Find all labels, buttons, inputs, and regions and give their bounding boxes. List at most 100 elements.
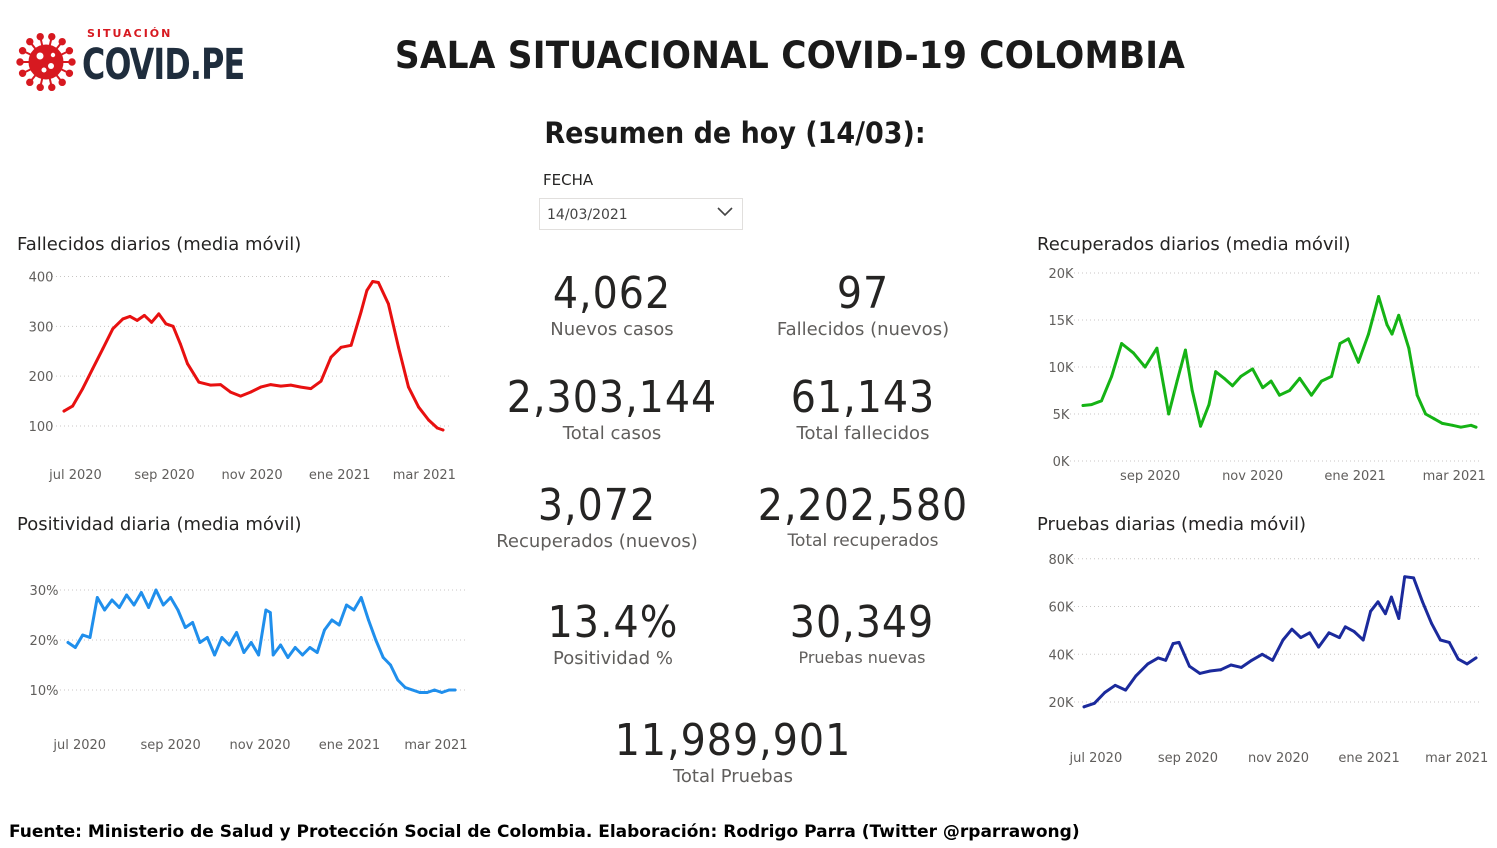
data-point: [1188, 664, 1191, 668]
y-tick-label: 200: [29, 370, 54, 385]
data-point: [81, 387, 85, 391]
data-point: [91, 367, 95, 371]
data-point: [1357, 360, 1360, 364]
data-point: [73, 646, 77, 649]
data-point: [147, 606, 151, 609]
x-tick-label: mar 2021: [1423, 469, 1486, 484]
data-point: [132, 603, 136, 607]
y-tick-label: 60K: [1048, 601, 1074, 616]
x-tick-label: mar 2021: [393, 468, 456, 483]
data-point: [169, 596, 173, 599]
logo-kicker: SITUACIÓN: [87, 27, 173, 40]
data-point: [1251, 367, 1255, 371]
data-point: [1082, 705, 1086, 709]
data-point: [293, 646, 297, 649]
data-point: [209, 383, 212, 387]
data-point: [1415, 393, 1419, 397]
data-point: [1261, 386, 1265, 390]
data-point: [425, 691, 429, 694]
data-point: [1164, 658, 1168, 662]
data-point: [1134, 674, 1138, 678]
data-point: [365, 289, 369, 292]
data-point: [1403, 575, 1407, 579]
kpi-new-deaths: 97 Fallecidos (nuevos): [743, 268, 983, 340]
data-point: [66, 641, 70, 644]
data-point: [1271, 658, 1274, 662]
data-point: [309, 387, 313, 391]
data-point: [198, 641, 202, 644]
chevron-down-icon[interactable]: [716, 205, 734, 219]
data-point: [1167, 412, 1171, 416]
data-point: [440, 691, 444, 694]
data-point: [352, 608, 356, 612]
x-tick-label: mar 2021: [1425, 751, 1488, 766]
data-point: [1184, 348, 1187, 352]
data-point: [299, 385, 303, 389]
data-point: [111, 327, 115, 331]
data-point: [1320, 379, 1323, 383]
data-point: [1175, 379, 1179, 383]
data-point: [164, 322, 168, 326]
data-point: [1100, 399, 1103, 403]
data-point: [1397, 313, 1401, 317]
source-footer: Fuente: Ministerio de Salud y Protección…: [9, 822, 1080, 842]
data-point: [1208, 669, 1212, 673]
logo-brand: COVID.PE: [82, 40, 245, 90]
data-point: [1199, 424, 1202, 428]
data-point: [1288, 389, 1291, 392]
x-tick-label: sep 2020: [1120, 469, 1180, 484]
data-point: [219, 383, 222, 387]
recovered-chart-title: Recuperados diarios (media móvil): [1037, 234, 1351, 255]
x-tick-label: jul 2020: [52, 738, 106, 753]
x-tick-label: ene 2021: [309, 468, 370, 483]
data-point: [1474, 656, 1478, 660]
kpi-value: 97: [836, 268, 890, 319]
data-point: [103, 608, 107, 612]
data-point: [417, 405, 420, 409]
series-line: [1082, 575, 1478, 709]
data-point: [1352, 630, 1356, 634]
data-point: [1308, 631, 1312, 635]
deaths-chart-title: Fallecidos diarios (media móvil): [17, 234, 302, 255]
data-point: [1377, 295, 1380, 298]
data-point: [279, 384, 283, 388]
data-point: [1385, 323, 1389, 327]
data-point: [387, 302, 390, 306]
data-point: [197, 380, 201, 384]
data-point: [1290, 627, 1294, 631]
data-point: [433, 688, 436, 692]
y-tick-label: 300: [29, 320, 54, 335]
data-point: [171, 324, 175, 328]
data-point: [1239, 375, 1243, 378]
kpi-value: 61,143: [790, 372, 936, 423]
data-point: [125, 593, 129, 597]
data-point: [257, 653, 260, 657]
tests-chart-title: Pruebas diarias (media móvil): [1037, 514, 1306, 535]
data-point: [1451, 423, 1454, 427]
data-point: [1338, 342, 1342, 345]
data-point: [142, 313, 146, 317]
positivity-chart-title: Positividad diaria (media móvil): [17, 514, 302, 535]
data-point: [1407, 346, 1411, 350]
data-point: [337, 623, 341, 627]
data-point: [101, 347, 105, 351]
data-point: [1190, 389, 1194, 392]
data-point: [1390, 332, 1394, 336]
data-point: [381, 656, 385, 659]
y-tick-label: 80K: [1048, 553, 1074, 568]
y-tick-label: 20K: [1048, 267, 1074, 282]
data-point: [1229, 663, 1233, 667]
date-filter-dropdown[interactable]: 14/03/2021: [539, 198, 743, 230]
data-point: [1298, 376, 1302, 380]
x-tick-label: nov 2020: [1248, 751, 1309, 766]
kpi-value: 4,062: [552, 268, 672, 319]
x-tick-label: sep 2020: [140, 738, 200, 753]
data-point: [1310, 393, 1313, 397]
kpi-label: Pruebas nuevas: [798, 648, 926, 667]
kpi-total-tests: 11,989,901 Total Pruebas: [573, 715, 893, 787]
data-point: [1430, 621, 1433, 625]
data-point: [345, 603, 348, 607]
data-point: [427, 418, 431, 422]
kpi-positivity: 13.4% Positividad %: [493, 597, 733, 669]
